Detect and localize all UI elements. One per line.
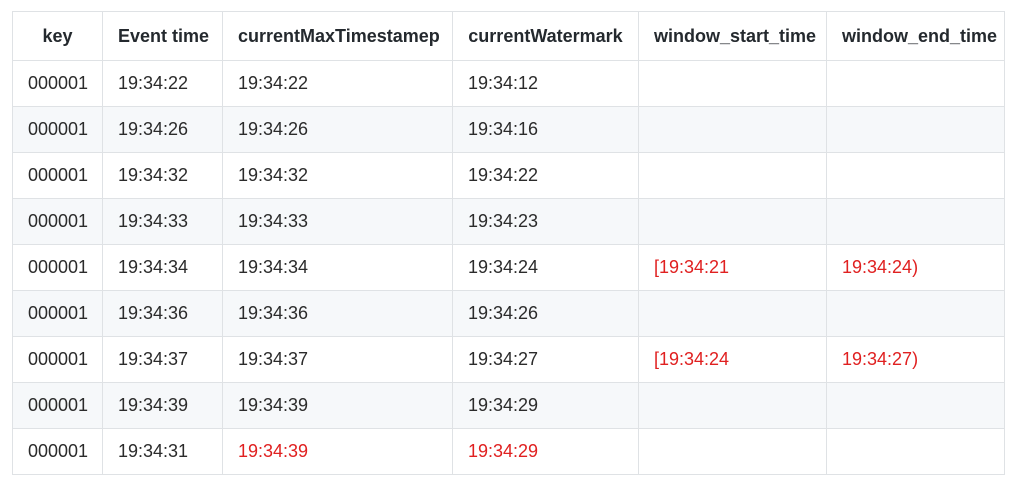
header-window-start-time: window_start_time (638, 11, 827, 61)
header-window-end-time: window_end_time (826, 11, 1005, 61)
cell-window-end-time (826, 106, 1005, 153)
cell-current-max-timestamp: 19:34:39 (222, 428, 453, 475)
cell-window-end-time (826, 290, 1005, 337)
header-key: key (12, 11, 103, 61)
cell-current-watermark: 19:34:16 (452, 106, 639, 153)
watermark-table: key Event time currentMaxTimestamep curr… (12, 11, 1005, 475)
cell-key: 000001 (12, 198, 103, 245)
cell-window-start-time (638, 60, 827, 107)
table-row: 000001 19:34:37 19:34:37 19:34:27 [19:34… (12, 336, 1005, 383)
table-row: 000001 19:34:26 19:34:26 19:34:16 (12, 106, 1005, 153)
cell-window-start-time (638, 382, 827, 429)
cell-key: 000001 (12, 290, 103, 337)
cell-window-end-time (826, 152, 1005, 199)
cell-window-start-time (638, 290, 827, 337)
table-row: 000001 19:34:31 19:34:39 19:34:29 (12, 428, 1005, 475)
cell-window-end-time (826, 428, 1005, 475)
cell-window-end-time (826, 382, 1005, 429)
cell-event-time: 19:34:37 (102, 336, 223, 383)
cell-current-watermark: 19:34:22 (452, 152, 639, 199)
table-row: 000001 19:34:32 19:34:32 19:34:22 (12, 152, 1005, 199)
cell-current-max-timestamp: 19:34:37 (222, 336, 453, 383)
header-current-watermark: currentWatermark (452, 11, 639, 61)
cell-current-max-timestamp: 19:34:39 (222, 382, 453, 429)
cell-current-max-timestamp: 19:34:33 (222, 198, 453, 245)
cell-window-end-time: 19:34:27) (826, 336, 1005, 383)
table-row: 000001 19:34:22 19:34:22 19:34:12 (12, 60, 1005, 107)
cell-key: 000001 (12, 244, 103, 291)
cell-event-time: 19:34:22 (102, 60, 223, 107)
cell-window-end-time: 19:34:24) (826, 244, 1005, 291)
cell-window-start-time (638, 152, 827, 199)
cell-current-max-timestamp: 19:34:32 (222, 152, 453, 199)
table-row: 000001 19:34:33 19:34:33 19:34:23 (12, 198, 1005, 245)
cell-key: 000001 (12, 152, 103, 199)
table-row: 000001 19:34:36 19:34:36 19:34:26 (12, 290, 1005, 337)
cell-current-watermark: 19:34:24 (452, 244, 639, 291)
cell-window-start-time: [19:34:21 (638, 244, 827, 291)
cell-current-watermark: 19:34:29 (452, 382, 639, 429)
cell-event-time: 19:34:31 (102, 428, 223, 475)
cell-event-time: 19:34:33 (102, 198, 223, 245)
header-current-max-timestamp: currentMaxTimestamep (222, 11, 453, 61)
header-event-time: Event time (102, 11, 223, 61)
cell-event-time: 19:34:39 (102, 382, 223, 429)
cell-window-end-time (826, 198, 1005, 245)
cell-event-time: 19:34:26 (102, 106, 223, 153)
cell-key: 000001 (12, 428, 103, 475)
table-container: key Event time currentMaxTimestamep curr… (12, 11, 1005, 475)
cell-window-start-time (638, 106, 827, 153)
cell-window-start-time: [19:34:24 (638, 336, 827, 383)
cell-key: 000001 (12, 336, 103, 383)
cell-event-time: 19:34:32 (102, 152, 223, 199)
cell-current-watermark: 19:34:29 (452, 428, 639, 475)
cell-key: 000001 (12, 106, 103, 153)
header-row: key Event time currentMaxTimestamep curr… (12, 11, 1005, 61)
cell-current-max-timestamp: 19:34:36 (222, 290, 453, 337)
cell-current-watermark: 19:34:23 (452, 198, 639, 245)
cell-event-time: 19:34:34 (102, 244, 223, 291)
cell-key: 000001 (12, 60, 103, 107)
cell-event-time: 19:34:36 (102, 290, 223, 337)
cell-current-max-timestamp: 19:34:22 (222, 60, 453, 107)
cell-window-start-time (638, 428, 827, 475)
table-row: 000001 19:34:34 19:34:34 19:34:24 [19:34… (12, 244, 1005, 291)
cell-window-end-time (826, 60, 1005, 107)
cell-current-max-timestamp: 19:34:26 (222, 106, 453, 153)
cell-current-watermark: 19:34:27 (452, 336, 639, 383)
cell-current-watermark: 19:34:12 (452, 60, 639, 107)
cell-current-watermark: 19:34:26 (452, 290, 639, 337)
table-row: 000001 19:34:39 19:34:39 19:34:29 (12, 382, 1005, 429)
cell-current-max-timestamp: 19:34:34 (222, 244, 453, 291)
cell-window-start-time (638, 198, 827, 245)
cell-key: 000001 (12, 382, 103, 429)
